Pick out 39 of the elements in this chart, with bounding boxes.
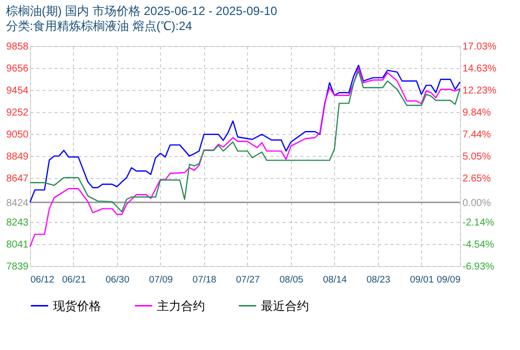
y-tick-label: 7839 — [6, 262, 29, 272]
y-tick-label: 8647 — [6, 173, 29, 184]
x-tick-label: 07/18 — [192, 274, 216, 286]
y2-tick-label: 12.23% — [462, 86, 497, 97]
y-tick-label: 9656 — [6, 64, 29, 75]
x-tick-label: 08/23 — [366, 274, 390, 286]
legend-label: 主力合约 — [157, 298, 205, 313]
y2-tick-label: -4.54% — [462, 240, 494, 251]
y2-tick-label: 0.00% — [462, 198, 491, 209]
chart-subtitle: 分类:食用精炼棕榈液油 熔点(℃):24 — [6, 19, 192, 33]
y-tick-label: 8243 — [6, 217, 29, 228]
y-tick-label: 8041 — [6, 239, 29, 250]
y-tick-label: 9252 — [6, 108, 29, 119]
x-tick-label: 07/09 — [149, 274, 173, 286]
legend-label: 现货价格 — [53, 298, 101, 313]
line-series — [29, 67, 461, 248]
x-tick-label: 08/14 — [322, 274, 347, 286]
x-tick-label: 09/09 — [436, 274, 460, 286]
x-tick-label: 09/01 — [410, 274, 434, 286]
y-tick-label: 9050 — [6, 130, 29, 141]
y2-tick-label: 9.84% — [462, 108, 491, 119]
y2-tick-label: 5.05% — [462, 152, 491, 162]
y-tick-label: 8849 — [6, 151, 29, 162]
y2-tick-label: 14.63% — [462, 64, 497, 75]
x-tick-label: 06/21 — [62, 274, 86, 286]
x-tick-label: 08/05 — [280, 274, 304, 286]
x-tick-label: 06/12 — [30, 274, 54, 286]
y2-tick-label: -6.93% — [462, 262, 494, 272]
y-tick-label: 8424 — [6, 198, 29, 209]
x-tick-label: 07/27 — [236, 274, 260, 286]
y2-tick-label: -2.14% — [462, 218, 494, 229]
chart-title: 棕榈油(期) 国内 市场价格 2025-06-12 - 2025-09-10 — [6, 4, 278, 18]
x-tick-label: 06/30 — [106, 274, 130, 286]
y-tick-label: 9454 — [6, 86, 29, 97]
y2-tick-label: 7.44% — [462, 130, 491, 141]
y-tick-label: 9858 — [6, 42, 29, 52]
legend-label: 最近合约 — [261, 298, 309, 313]
y2-tick-label: 2.65% — [462, 174, 491, 185]
y2-tick-label: 17.03% — [462, 42, 497, 52]
